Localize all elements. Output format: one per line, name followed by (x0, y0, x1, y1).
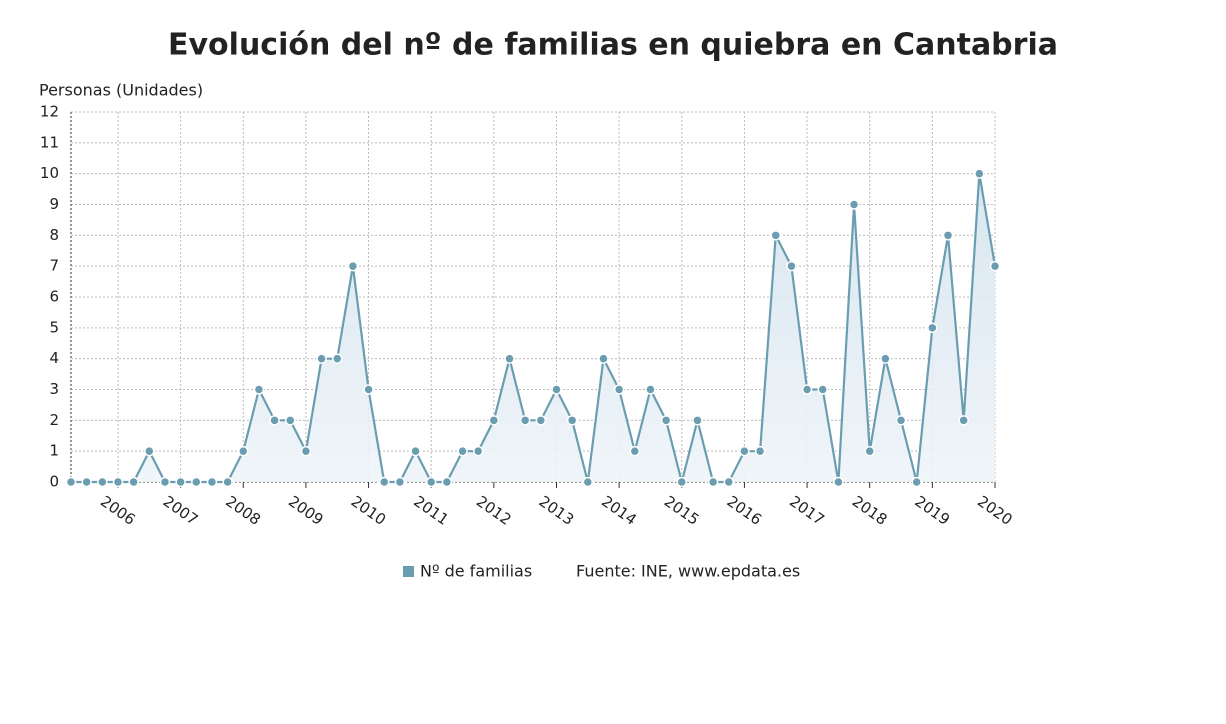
point (582, 476, 594, 488)
y-tick-label: 6 (49, 288, 59, 306)
point (238, 445, 249, 457)
x-tick-label: 2008 (222, 492, 264, 529)
point (457, 445, 468, 457)
y-tick-label: 0 (49, 473, 59, 491)
point (833, 476, 844, 488)
y-tick-label: 5 (49, 318, 59, 336)
point (97, 476, 108, 488)
point (285, 415, 296, 426)
point (864, 445, 875, 457)
point (692, 415, 703, 426)
point (927, 322, 938, 334)
x-tick-label: 2016 (724, 492, 766, 529)
point (974, 168, 985, 179)
x-tick-label: 2019 (911, 492, 953, 529)
point (535, 415, 547, 426)
point (801, 384, 813, 395)
point (394, 476, 406, 488)
y-tick-label: 11 (40, 133, 59, 151)
x-tick-label: 2006 (97, 492, 139, 529)
point (942, 230, 954, 241)
point (175, 476, 186, 488)
point (488, 415, 500, 426)
x-tick-label: 2011 (410, 492, 452, 529)
x-tick-label: 2009 (285, 492, 327, 529)
point (128, 476, 139, 488)
y-tick-label: 2 (49, 411, 59, 429)
point (519, 415, 531, 426)
y-tick-label: 1 (49, 442, 59, 460)
point (425, 476, 437, 488)
point (645, 384, 656, 395)
point (880, 353, 891, 364)
y-tick-label: 4 (49, 349, 59, 367)
point (676, 476, 688, 488)
point (566, 415, 578, 426)
point (504, 353, 515, 364)
point (410, 445, 421, 457)
x-tick-label: 2010 (348, 492, 390, 529)
y-tick-label: 8 (49, 226, 59, 244)
x-tick-label: 2013 (536, 492, 578, 529)
y-axis-label: Personas (Unidades) (39, 81, 203, 100)
y-tick-label: 10 (40, 164, 59, 182)
point (754, 445, 766, 457)
x-tick-label: 2012 (473, 492, 515, 529)
y-tick-label: 3 (49, 380, 59, 398)
point (613, 384, 625, 395)
point (159, 476, 171, 488)
point (707, 476, 719, 488)
point (441, 476, 453, 488)
point (786, 260, 797, 272)
x-tick-label: 2018 (849, 492, 891, 529)
point (347, 260, 359, 272)
x-tick-label: 2007 (160, 492, 202, 529)
point (817, 384, 828, 395)
point (378, 476, 390, 488)
y-tick-label: 7 (49, 257, 59, 275)
point (598, 353, 609, 364)
point (739, 445, 750, 457)
point (629, 445, 641, 457)
chart-title: Evolución del nº de familias en quiebra … (168, 28, 1058, 63)
y-tick-label: 12 (40, 103, 59, 121)
point (222, 476, 233, 488)
point (65, 476, 77, 488)
point (269, 415, 280, 426)
point (848, 199, 860, 210)
point (144, 445, 155, 457)
source: Fuente: INE, www.epdata.es (576, 562, 800, 581)
point (895, 415, 907, 426)
x-tick-label: 2017 (786, 492, 828, 529)
point (989, 260, 1001, 272)
point (363, 384, 374, 395)
legend-label: Nº de familias (420, 562, 532, 581)
point (551, 384, 562, 395)
point (331, 353, 343, 364)
point (911, 476, 922, 488)
x-tick-label: 2015 (661, 492, 703, 529)
point (660, 415, 672, 426)
point (253, 384, 265, 395)
point (300, 445, 312, 457)
x-tick-label: 2020 (974, 492, 1016, 529)
legend-swatch (403, 566, 414, 577)
point (723, 476, 735, 488)
point (958, 415, 969, 426)
y-tick-label: 9 (49, 195, 59, 213)
point (112, 476, 124, 488)
point (316, 353, 327, 364)
point (472, 445, 484, 457)
point (206, 476, 218, 488)
point (191, 476, 202, 488)
point (770, 230, 781, 241)
point (81, 476, 92, 488)
x-tick-label: 2014 (598, 492, 640, 529)
